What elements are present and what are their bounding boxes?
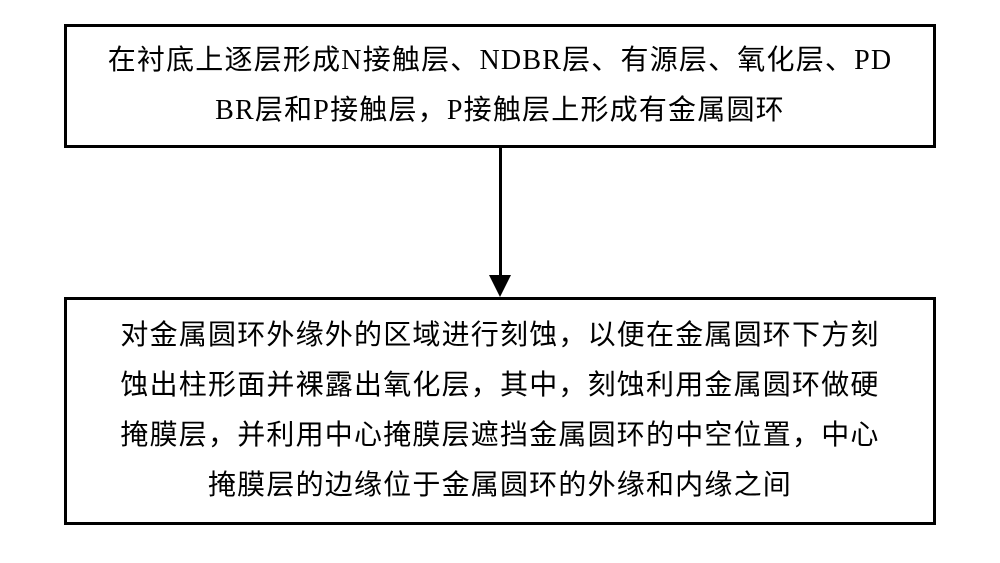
process-step-2: 对金属圆环外缘外的区域进行刻蚀，以便在金属圆环下方刻 蚀出柱形面并裸露出氧化层，… bbox=[64, 297, 936, 525]
arrow-connector-line bbox=[499, 148, 502, 275]
flowchart-canvas: 在衬底上逐层形成N接触层、NDBR层、有源层、氧化层、PD BR层和P接触层，P… bbox=[0, 0, 1000, 563]
arrow-connector-head bbox=[489, 275, 511, 297]
process-step-1-text: 在衬底上逐层形成N接触层、NDBR层、有源层、氧化层、PD BR层和P接触层，P… bbox=[67, 36, 933, 136]
process-step-2-text: 对金属圆环外缘外的区域进行刻蚀，以便在金属圆环下方刻 蚀出柱形面并裸露出氧化层，… bbox=[67, 311, 933, 511]
process-step-1: 在衬底上逐层形成N接触层、NDBR层、有源层、氧化层、PD BR层和P接触层，P… bbox=[64, 24, 936, 148]
